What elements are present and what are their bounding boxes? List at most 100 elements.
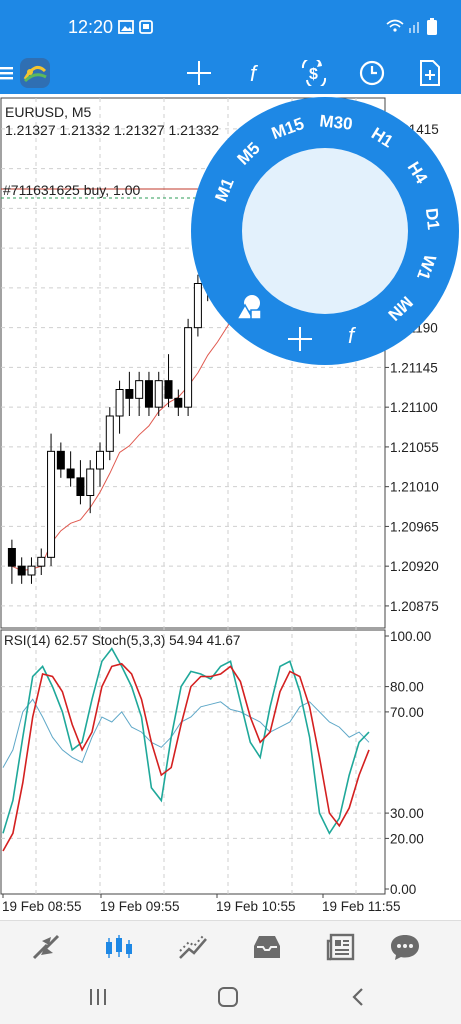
indicator-tick-label: 80.00 [390,680,424,695]
bear-candle-body [76,477,85,497]
candle [76,460,85,505]
new-order-icon[interactable] [413,56,447,90]
menu-icon[interactable] [0,56,18,90]
bull-candle-body [47,450,56,558]
svg-text:f: f [250,61,259,86]
bear-candle-body [125,389,134,399]
crosshair-icon[interactable] [182,56,216,90]
status-system-icons [385,18,441,41]
svg-text:f: f [348,323,357,348]
bull-candle-body [86,468,95,496]
indicator-tick-label: 100.00 [390,629,431,644]
symbol-label: EURUSD, M5 [5,104,92,120]
candle [125,371,134,416]
bull-candle-body [135,380,144,399]
candle [27,557,36,584]
time-axis-label: 19 Feb 09:55 [100,899,180,914]
bear-candle-body [56,450,65,470]
system-navigation-bar [0,970,461,1024]
news-icon[interactable] [321,927,361,967]
bear-candle-body [17,565,26,576]
time-axis-label: 19 Feb 11:55 [322,899,401,914]
history-icon[interactable] [247,927,287,967]
indicator-tick-label: 0.00 [390,882,416,897]
bull-candle-body [154,380,163,408]
bear-candle-body [174,397,183,408]
status-bar: 12:20 [0,0,461,52]
timeframe-m30[interactable]: M30 [318,110,354,134]
candle [105,407,114,461]
quotes-icon[interactable] [26,927,66,967]
bear-candle-body [144,380,153,408]
symbol-dollar-icon[interactable]: $ [297,56,331,90]
time-axis-label: 19 Feb 10:55 [216,899,296,914]
price-pane-frame [0,97,386,629]
indicator-tick-label: 30.00 [390,806,424,821]
objects-icon[interactable] [233,293,267,323]
candle [184,318,193,416]
svg-text:$: $ [309,66,318,83]
order-label: #711631625 buy, 1.00 [3,182,140,198]
candle [174,389,183,416]
bull-candle-body [96,450,104,470]
candle [154,371,163,416]
candle [37,548,46,575]
timeframe-wheel-ring [191,97,459,365]
ohlc-label: 1.21327 1.21332 1.21327 1.21332 [5,122,219,138]
bull-candle-body [115,389,124,417]
gallery-icon [118,20,153,34]
app-logo-icon [18,56,52,90]
home-icon[interactable] [208,982,248,1012]
wifi-signal-battery-icon [386,18,437,35]
timeframe-clock-icon[interactable] [355,56,389,90]
wheel-crosshair-icon[interactable] [286,325,314,353]
candle [115,380,124,434]
time-axis-label: 19 Feb 08:55 [2,899,82,914]
trade-icon[interactable] [173,927,213,967]
indicator-label: RSI(14) 62.57 Stoch(5,3,3) 54.94 41.67 [4,633,240,648]
candle [144,371,153,416]
messages-icon[interactable] [385,927,425,967]
bull-candle-body [193,283,202,329]
status-notification-icons [118,20,154,41]
candle [164,354,173,408]
chart-area[interactable]: 1.214151.213701.213251.212801.212351.211… [0,94,461,920]
stochastic-signal-line [2,662,370,852]
bear-candle-body [66,468,75,479]
bottom-navigation [0,920,461,970]
candle [135,371,144,416]
indicator-pane-frame [0,629,386,895]
chart-toolbar: f $ [0,52,461,94]
recent-apps-icon[interactable] [78,982,118,1012]
bull-candle-body [105,415,114,452]
candle [7,539,16,584]
price-tick-label: 1.20920 [390,559,439,574]
price-tick-label: 1.20875 [390,599,439,614]
wheel-function-icon[interactable]: f [341,319,367,349]
indicators-function-icon[interactable]: f [239,56,273,90]
candle [47,433,56,567]
bear-candle-body [7,548,16,567]
chart-icon[interactable] [99,927,139,967]
bull-candle-body [37,556,46,567]
stochastic-main-line [2,647,370,835]
candle [96,442,104,487]
price-tick-label: 1.21100 [390,400,438,415]
back-icon[interactable] [338,982,378,1012]
indicator-tick-label: 20.00 [390,831,424,846]
candle [193,274,202,337]
price-tick-label: 1.21145 [390,360,438,375]
bull-candle-body [27,565,36,576]
timeframe-wheel[interactable]: M1 M5 M15 M30 H1 H4 D1 W1 MN f [191,97,461,367]
status-time: 12:20 [68,17,114,37]
bear-candle-body [164,380,173,399]
bull-candle-body [184,327,193,408]
candle [56,442,65,478]
candle [66,451,75,487]
price-tick-label: 1.21055 [390,440,439,455]
price-tick-label: 1.21010 [390,480,439,495]
candle [17,557,26,584]
indicator-tick-label: 70.00 [390,705,424,720]
candle [86,460,95,514]
price-tick-label: 1.20965 [390,519,439,534]
